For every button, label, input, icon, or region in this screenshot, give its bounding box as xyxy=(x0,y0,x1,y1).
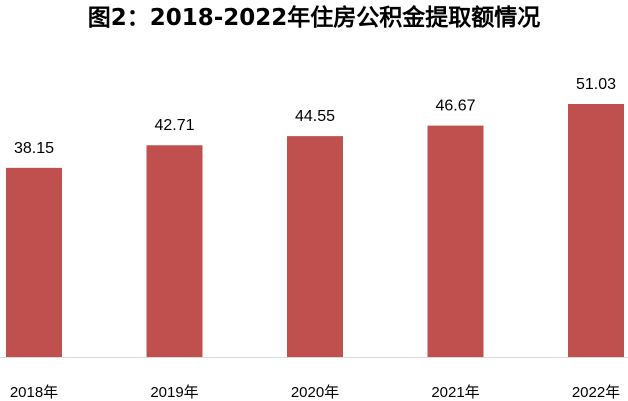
bar-1 xyxy=(146,145,203,357)
x-tick-label-2: 2020年 xyxy=(291,384,339,401)
bars-group xyxy=(6,104,624,357)
value-label-0: 38.15 xyxy=(14,140,54,157)
bar-3 xyxy=(427,125,484,357)
x-tick-label-4: 2022年 xyxy=(572,384,620,401)
x-tick-label-3: 2021年 xyxy=(431,384,479,401)
chart-title: 图2：2018-2022年住房公积金提取额情况 xyxy=(87,5,541,31)
value-label-1: 42.71 xyxy=(154,117,194,134)
value-labels-group: 38.15 42.71 44.55 46.67 51.03 xyxy=(14,76,616,157)
value-label-3: 46.67 xyxy=(435,98,475,115)
bar-4 xyxy=(568,104,624,357)
bar-0 xyxy=(6,167,62,357)
bar-2 xyxy=(287,136,343,357)
x-tick-labels-group: 2018年 2019年 2020年 2021年 2022年 xyxy=(10,384,620,401)
x-tick-label-1: 2019年 xyxy=(150,384,198,401)
value-label-2: 44.55 xyxy=(295,108,335,125)
value-label-4: 51.03 xyxy=(576,76,616,93)
x-tick-label-0: 2018年 xyxy=(10,384,58,401)
